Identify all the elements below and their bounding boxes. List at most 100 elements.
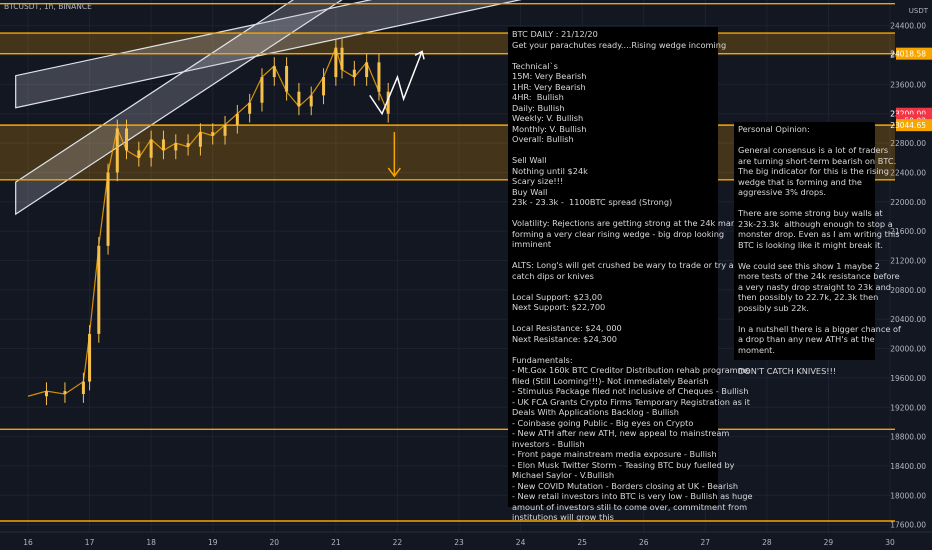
note-line: possibly sub 22k. — [738, 302, 809, 313]
note-line: Weekly: V. Bullish — [512, 113, 584, 123]
chart-grid — [0, 0, 895, 532]
x-tick-label: 18 — [146, 538, 156, 547]
note-line: a drop than any new ATH's at the — [738, 334, 875, 344]
note-line: The big indicator for this is the rising — [738, 166, 889, 176]
note-line: Volatility: Rejections are getting stron… — [512, 218, 758, 228]
note-line: Deals With Applications Backlog - Bullis… — [512, 407, 679, 417]
candle-body — [334, 47, 338, 78]
note-line: moment. — [738, 344, 775, 355]
candle-body — [125, 128, 129, 151]
note-line — [512, 344, 714, 355]
price-label-bg — [896, 119, 932, 132]
note-line: Local Resistance: $24, 000 — [512, 323, 622, 333]
note-line — [738, 355, 871, 366]
note-line: - New ATH after new ATH, new appeal to m… — [512, 428, 730, 438]
note-line — [512, 250, 714, 261]
opinion-note: Personal Opinion: General consensus is a… — [734, 122, 901, 376]
note-line: Personal Opinion: — [738, 124, 810, 134]
symbol-title: BTCUSDT, 1h, BINANCE — [4, 2, 92, 11]
x-tick-label: 30 — [885, 538, 895, 547]
note-line: Local Support: $23,00 — [512, 291, 603, 302]
currency-label: USDT — [909, 7, 929, 15]
x-tick-label: 23 — [454, 538, 464, 547]
note-line: - New COVID Mutation - Borders closing a… — [512, 480, 739, 491]
y-tick-label: 20400.00 — [890, 315, 926, 324]
note-line: - Front page mainstream media exposure -… — [512, 449, 717, 459]
candle-body — [211, 132, 215, 136]
note-line: Get your parachutes ready....Rising wedg… — [512, 39, 727, 50]
note-line: - Mt.Gox 160k BTC Creditor Distribution … — [512, 365, 751, 375]
note-line: institutions will grow this — [512, 512, 614, 522]
note-line: In a nutshell there is a bigger chance o… — [738, 323, 901, 334]
note-line: - Elon Musk Twitter Storm - Teasing BTC … — [512, 459, 735, 470]
candle-body — [285, 66, 289, 92]
note-line: There are some strong buy walls at — [738, 208, 883, 218]
candle-body — [106, 172, 110, 246]
x-tick-label: 25 — [577, 538, 587, 547]
note-line: investors - Bullish — [512, 438, 585, 449]
note-line: - New retail investors into BTC is very … — [512, 491, 753, 501]
note-line: aggressive 3% drops. — [738, 187, 826, 197]
note-line: Technical`s — [512, 60, 558, 71]
note-line: wedge that is forming and the — [738, 176, 862, 187]
x-tick-label: 19 — [208, 538, 218, 547]
y-tick-label: 18400.00 — [890, 462, 926, 471]
x-tick-label: 28 — [762, 538, 772, 547]
x-tick-label: 29 — [824, 538, 834, 547]
candle-body — [88, 333, 92, 382]
candle-body — [352, 69, 356, 78]
y-tick-label: 18800.00 — [890, 433, 926, 442]
y-tick-label: 21600.00 — [890, 227, 926, 236]
x-tick-label: 26 — [639, 538, 649, 547]
price-label-bg — [896, 47, 932, 60]
note-line — [738, 313, 871, 324]
x-tick-label: 27 — [701, 538, 711, 547]
y-tick-label: 23600.00 — [890, 80, 926, 89]
note-line: Fundamentals: — [512, 354, 573, 365]
candle-body — [97, 245, 101, 334]
note-line: 1HR: Very Bearish — [512, 81, 586, 92]
note-line: We could see this show 1 maybe 2 — [738, 260, 880, 271]
y-tick-label: 19200.00 — [890, 403, 926, 412]
x-tick-label: 16 — [23, 538, 33, 547]
note-line: ALTS: Long's will get crushed be wary to… — [512, 260, 745, 270]
y-tick-label: 24400.00 — [890, 22, 926, 31]
x-tick-label: 24 — [516, 538, 526, 547]
y-tick-label: 21200.00 — [890, 256, 926, 265]
candle-body — [149, 139, 153, 158]
candle-body — [223, 124, 227, 136]
analysis-note: BTC DAILY : 21/12/20 Get your parachutes … — [508, 27, 758, 522]
candle-body — [377, 62, 381, 92]
price-label: 23200.00 — [890, 110, 926, 119]
note-line: monster drop. Even as I am writing this — [738, 229, 900, 239]
note-line: catch dips or knives — [512, 270, 594, 281]
zigzag-arrowhead — [414, 50, 425, 60]
candle-body — [174, 143, 178, 151]
y-tick-label: 17600.00 — [890, 521, 926, 530]
time-axis: 16 17 18 19 20 21 22 23 24 25 26 27 28 29 30 — [0, 531, 932, 550]
note-line: - Coinbase going Public - Big eyes on Cr… — [512, 417, 694, 428]
price-series — [27, 38, 390, 406]
note-line: DON'T CATCH KNIVES!!! — [738, 365, 837, 376]
zigzag-arrow — [369, 51, 423, 116]
y-tick-label: 22000.00 — [890, 198, 926, 207]
note-line: more tests of the 24k resistance before — [738, 271, 900, 281]
note-line: a very nasty drop straight to 23k and — [738, 281, 891, 292]
note-line — [512, 50, 714, 61]
note-line: General consensus is a lot of traders — [738, 145, 889, 155]
note-line — [738, 135, 871, 146]
candle-body — [115, 128, 119, 173]
candle-body — [260, 77, 264, 103]
y-tick-label: 20800.00 — [890, 286, 926, 295]
y-tick-label: 19600.00 — [890, 374, 926, 383]
note-line: 15M: Very Bearish — [512, 71, 587, 81]
note-line: filed (Still Looming!!!)- Not immediatel… — [512, 375, 709, 386]
note-line: Michael Saylor - V.Bullish — [512, 470, 615, 480]
time-axis-bg — [0, 532, 932, 550]
note-line: - UK FCA Grants Crypto Firms Temporary R… — [512, 396, 750, 407]
note-line: 23k-23.3k although enough to stop a — [738, 218, 893, 229]
note-line: then possibly to 22.7k, 22.3k then — [738, 292, 879, 302]
candle-body — [297, 91, 301, 107]
note-line: Nothing until $24k — [512, 165, 588, 176]
